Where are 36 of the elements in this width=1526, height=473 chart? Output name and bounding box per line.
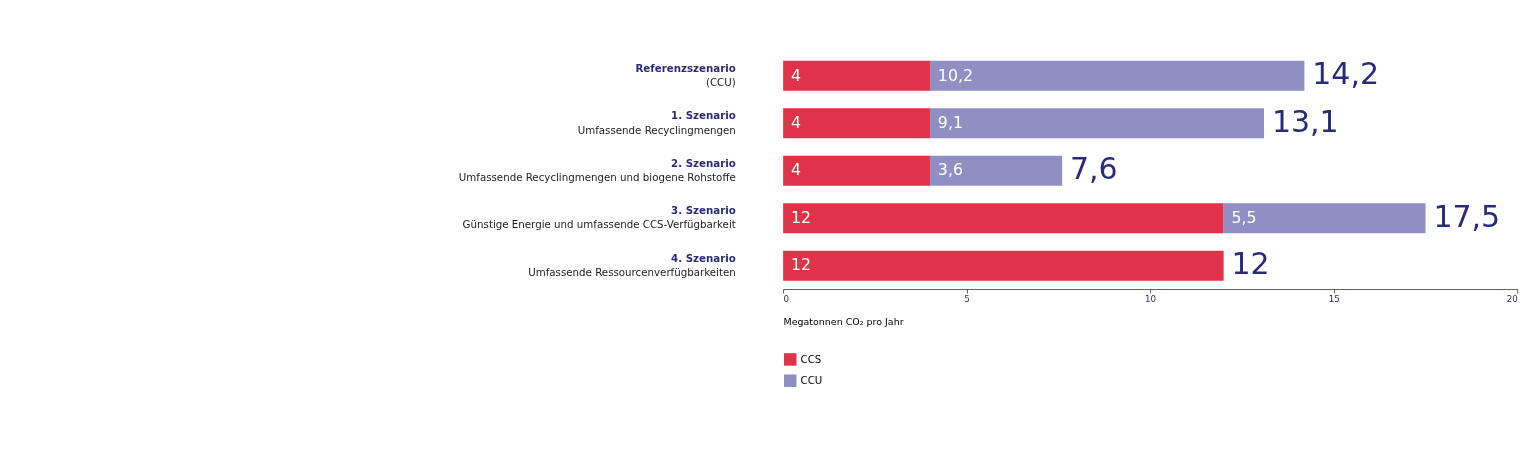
total-label: 13,1: [1271, 103, 1339, 139]
total-label: 17,5: [1433, 198, 1501, 234]
bar: [1223, 203, 1426, 234]
x-axis-title: Megatonnen CO₂ pro Jahr: [783, 316, 904, 328]
x-tick-label: 20: [1506, 294, 1518, 305]
legend-label: CCS: [800, 352, 822, 365]
bar: [929, 60, 1305, 91]
category-label: 4. Szenario Umfassende Ressourcenverfügbarkeiten: [528, 251, 736, 278]
category-label: 1. Szenario Umfassende Recyclingmengen: [577, 109, 736, 136]
data-label: 5,5: [1231, 207, 1257, 227]
category-label: Referenzszenario (CCU): [635, 61, 736, 89]
data-label: 4: [791, 160, 802, 180]
x-tick-label: 15: [1328, 294, 1340, 305]
bar: [783, 203, 1224, 234]
bar: [929, 108, 1265, 139]
total-label: 12: [1231, 246, 1270, 282]
legend-label: CCU: [800, 373, 823, 386]
category-label: 2. Szenario Umfassende Recyclingmengen und biogene Rohstoffe: [458, 156, 736, 183]
data-label: 12: [791, 207, 812, 227]
x-tick-label: 0: [783, 294, 790, 305]
category-label: 3. Szenario Günstige Energie und umfassende CCS-Verfügbarkeit: [462, 204, 736, 231]
x-tick-label: 10: [1145, 294, 1157, 305]
bar: [783, 108, 930, 139]
bar: [783, 155, 930, 186]
data-label: 12: [791, 255, 812, 275]
data-label: 3,6: [937, 160, 963, 180]
total-label: 14,2: [1312, 56, 1380, 92]
data-label: 4: [791, 113, 802, 133]
bar: [783, 250, 1224, 281]
total-label: 7,6: [1070, 151, 1118, 187]
x-tick-label: 5: [964, 294, 970, 305]
data-label: 10,2: [937, 65, 973, 85]
data-label: 9,1: [937, 113, 963, 133]
bar: [783, 60, 930, 91]
data-label: 4: [791, 65, 802, 85]
bar: [929, 155, 1063, 186]
